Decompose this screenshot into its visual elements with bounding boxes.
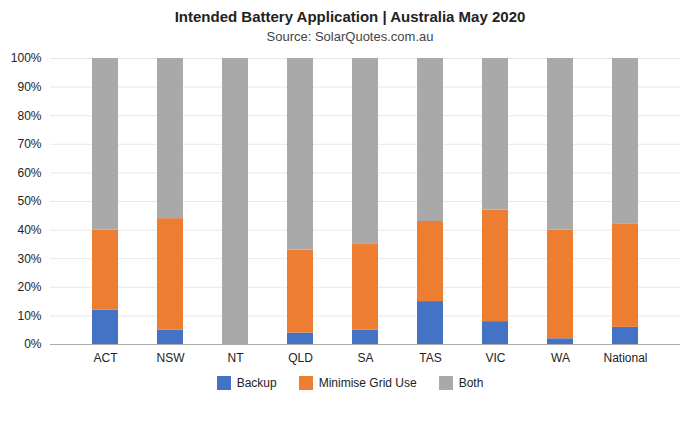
html-text:Intended Battery Application |: Intended Battery Application | Australia… bbox=[174, 8, 526, 25]
svg-text:ACT: ACT bbox=[94, 351, 119, 365]
svg-text:100%: 100% bbox=[11, 51, 42, 65]
svg-text:70%: 70% bbox=[17, 137, 41, 151]
svg-text:TAS: TAS bbox=[419, 351, 441, 365]
svg-text:0%: 0% bbox=[24, 337, 42, 351]
html-text:Source: SolarQuotes.com.au: Source: SolarQuotes.com.au bbox=[266, 29, 434, 44]
html-text:Backup: Backup bbox=[236, 376, 277, 390]
svg-text:NSW: NSW bbox=[157, 351, 186, 365]
svg-text:National: National bbox=[603, 351, 647, 365]
svg-text:WA: WA bbox=[551, 351, 570, 365]
svg-text:10%: 10% bbox=[17, 309, 41, 323]
html-text:Both: Both bbox=[458, 376, 484, 390]
svg-text:NT: NT bbox=[228, 351, 245, 365]
svg-text:40%: 40% bbox=[17, 223, 41, 237]
svg-text:VIC: VIC bbox=[485, 351, 505, 365]
svg-text:60%: 60% bbox=[17, 166, 41, 180]
svg-text:80%: 80% bbox=[17, 109, 41, 123]
svg-text:50%: 50% bbox=[17, 194, 41, 208]
svg-text:QLD: QLD bbox=[288, 351, 313, 365]
svg-text:90%: 90% bbox=[17, 80, 41, 94]
html-text:Minimise Grid Use: Minimise Grid Use bbox=[318, 376, 417, 390]
svg-text:20%: 20% bbox=[17, 280, 41, 294]
svg-text:30%: 30% bbox=[17, 252, 41, 266]
svg-text:SA: SA bbox=[357, 351, 373, 365]
